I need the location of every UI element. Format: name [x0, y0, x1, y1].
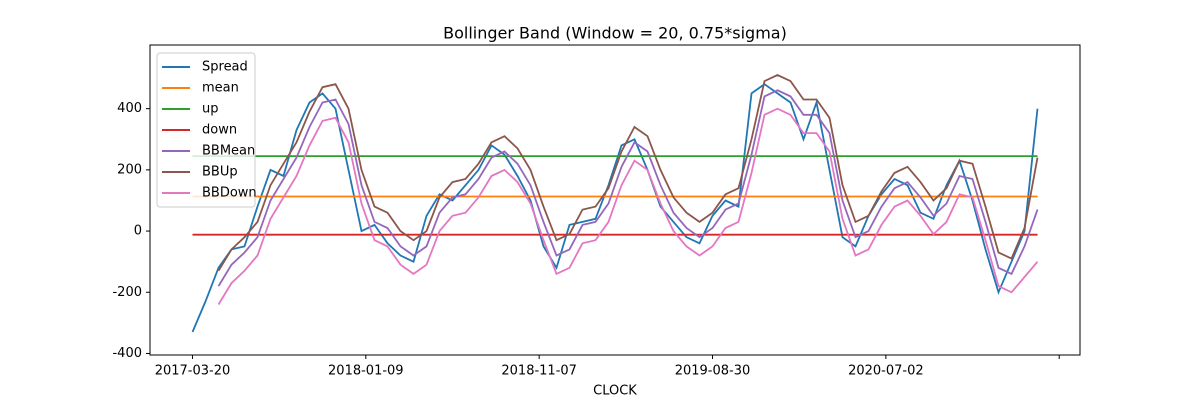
y-tick-label: -200 — [112, 285, 142, 300]
series-line — [217, 107, 1039, 305]
legend-box — [156, 52, 256, 208]
y-tick-label: 200 — [117, 162, 142, 177]
legend-label: down — [202, 123, 237, 138]
x-tick-label: 2019-08-30 — [675, 364, 751, 379]
chart-title: Bollinger Band (Window = 20, 0.75*sigma) — [443, 24, 787, 43]
x-axis-label: CLOCK — [593, 384, 637, 399]
legend-label: Spread — [202, 60, 248, 75]
y-tick-label: 400 — [117, 101, 142, 116]
series-line — [217, 89, 1039, 287]
legend-label: BBUp — [202, 165, 238, 180]
legend-label: BBDown — [202, 186, 257, 201]
legend-label: mean — [202, 81, 239, 96]
legend-label: up — [202, 102, 219, 117]
series-line — [191, 83, 1039, 333]
y-tick-label: -400 — [112, 346, 142, 361]
series-line — [217, 74, 1039, 272]
x-tick-label: 2018-01-09 — [328, 364, 404, 379]
axes-frame — [149, 44, 1081, 356]
x-tick-label: 2018-11-07 — [501, 364, 577, 379]
x-tick-label: 2020-07-02 — [848, 364, 924, 379]
y-tick-label: 0 — [134, 224, 142, 239]
legend-label: BBMean — [202, 144, 255, 159]
x-tick-label: 2017-03-20 — [155, 364, 231, 379]
